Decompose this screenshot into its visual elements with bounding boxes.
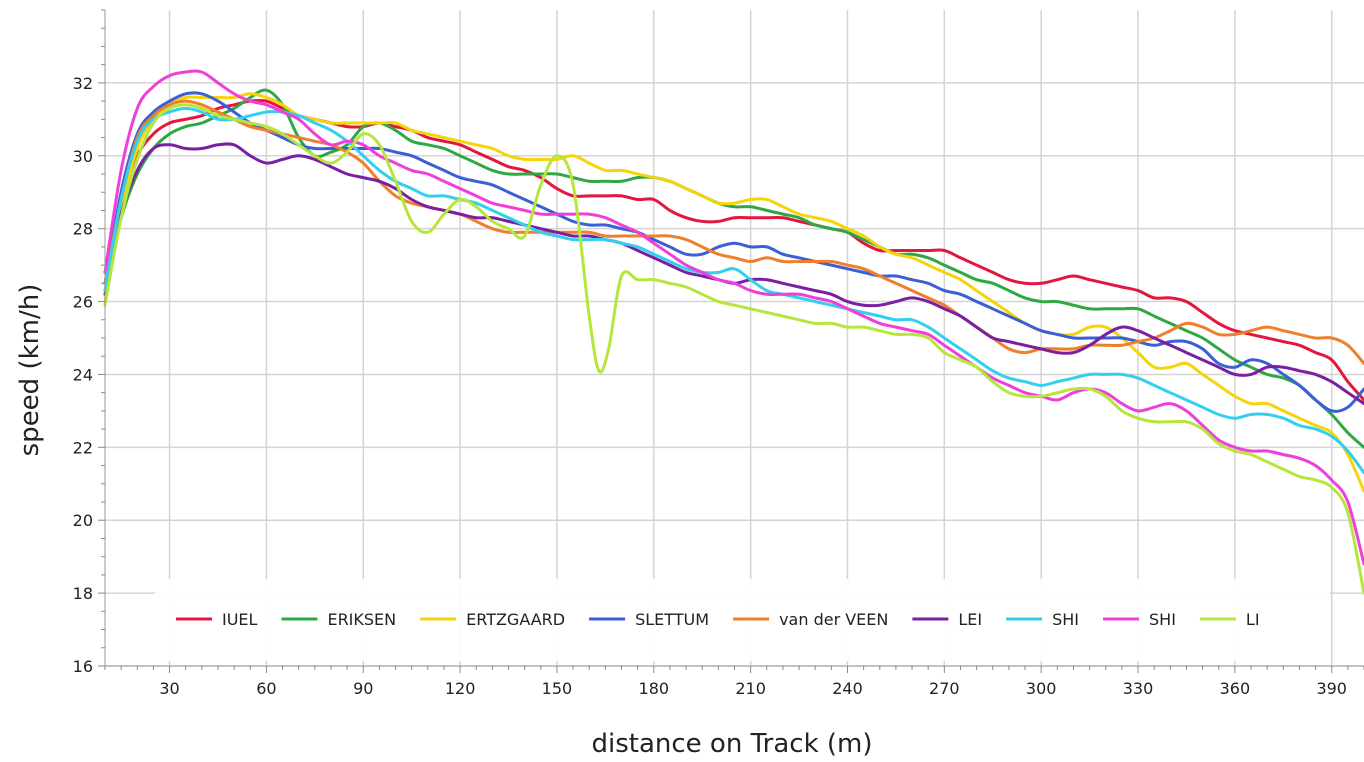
x-tick-label: 300: [1026, 679, 1057, 698]
series-line-slettum-3: [103, 91, 1364, 413]
x-tick-label: 360: [1220, 679, 1251, 698]
y-tick-label: 30: [73, 147, 93, 166]
series-line-li-8: [103, 103, 1364, 595]
y-tick-label: 24: [73, 365, 93, 384]
y-tick-label: 32: [73, 74, 93, 93]
x-tick-label: 210: [735, 679, 766, 698]
legend-label: SHI: [1149, 610, 1176, 629]
x-tick-label: 390: [1316, 679, 1347, 698]
x-tick-label: 30: [159, 679, 179, 698]
x-tick-label: 180: [639, 679, 670, 698]
series-line-ertzgaard-2: [103, 92, 1364, 493]
x-tick-label: 60: [256, 679, 276, 698]
y-tick-label: 16: [73, 657, 93, 676]
legend-label: IUEL: [222, 610, 258, 629]
x-axis-title: distance on Track (m): [592, 729, 873, 759]
legend-label: SLETTUM: [635, 610, 709, 629]
x-tick-label: 270: [929, 679, 960, 698]
legend-label: van der VEEN: [779, 610, 888, 629]
series-line-shi-6: [103, 106, 1364, 475]
legend-label: ERTZGAARD: [466, 610, 565, 629]
legend-label: LEI: [958, 610, 982, 629]
y-tick-label: 20: [73, 511, 93, 530]
legend-label: SHI: [1052, 610, 1079, 629]
y-tick-label: 28: [73, 220, 93, 239]
legend-label: ERIKSEN: [327, 610, 396, 629]
series-line-shi-7: [103, 69, 1364, 566]
x-tick-label: 330: [1123, 679, 1154, 698]
series-lines: [103, 69, 1364, 595]
y-axis-title: speed (km/h): [15, 284, 45, 457]
x-tick-label: 150: [542, 679, 573, 698]
legend: IUEL ERIKSEN ERTZGAARD SLETTUM van der VEEN L…: [155, 579, 1330, 661]
y-tick-label: 18: [73, 584, 93, 603]
x-tick-label: 120: [445, 679, 476, 698]
x-tick-label: 90: [353, 679, 373, 698]
legend-label: LI: [1246, 610, 1260, 629]
y-tick-label: 26: [73, 293, 93, 312]
y-tick-label: 22: [73, 438, 93, 457]
axes: 30 60 90 120 150 180 210 240 270 300 330 360 390 16 18…: [73, 9, 1364, 698]
x-tick-label: 240: [832, 679, 863, 698]
